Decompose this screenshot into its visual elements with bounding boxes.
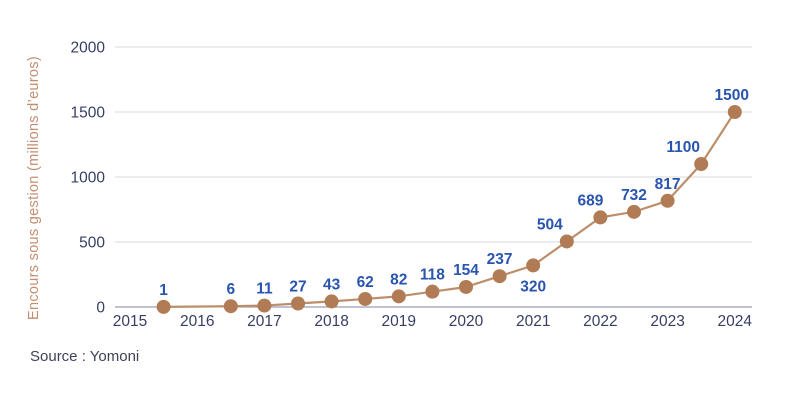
data-point-marker bbox=[526, 258, 541, 273]
data-point-label: 82 bbox=[390, 271, 407, 288]
y-tick-label: 2000 bbox=[71, 40, 106, 57]
data-point-label: 43 bbox=[323, 276, 341, 293]
data-point-marker bbox=[223, 299, 238, 314]
data-point-marker bbox=[559, 234, 574, 249]
y-tick-label: 500 bbox=[79, 235, 105, 252]
source-caption: Source : Yomoni bbox=[30, 348, 140, 365]
y-axis-title: Encours sous gestion (millions d’euros) bbox=[26, 56, 42, 320]
data-point-marker bbox=[627, 204, 641, 219]
x-tick-label: 2021 bbox=[516, 313, 550, 330]
data-point-label: 62 bbox=[357, 274, 374, 291]
y-tick-label: 1500 bbox=[71, 105, 106, 122]
y-tick-label: 0 bbox=[96, 300, 105, 317]
data-point-label: 1100 bbox=[666, 139, 700, 156]
data-point-marker bbox=[324, 294, 339, 309]
data-point-label: 504 bbox=[537, 216, 563, 233]
data-point-marker bbox=[593, 210, 608, 225]
x-tick-label: 2022 bbox=[583, 313, 617, 330]
data-point-label: 6 bbox=[226, 281, 235, 298]
x-tick-label: 2016 bbox=[180, 313, 214, 330]
data-point-marker bbox=[459, 279, 473, 294]
data-point-label: 237 bbox=[487, 251, 513, 268]
x-tick-label: 2017 bbox=[247, 313, 281, 330]
data-point-marker bbox=[291, 296, 305, 311]
data-point-label: 154 bbox=[453, 262, 479, 279]
data-point-label: 689 bbox=[577, 192, 603, 209]
data-point-marker bbox=[425, 284, 440, 299]
data-point-label: 118 bbox=[420, 267, 445, 284]
data-point-marker bbox=[257, 298, 272, 313]
x-tick-label: 2020 bbox=[449, 313, 484, 330]
data-point-marker bbox=[727, 105, 742, 119]
x-tick-label: 2018 bbox=[314, 313, 348, 330]
data-point-label: 1500 bbox=[715, 87, 749, 104]
data-point-label: 320 bbox=[520, 278, 546, 295]
series-line bbox=[162, 110, 736, 308]
data-point-label: 817 bbox=[655, 176, 681, 193]
x-tick-label: 2015 bbox=[113, 313, 147, 330]
data-point-label: 732 bbox=[621, 187, 647, 204]
data-point-marker bbox=[694, 157, 709, 171]
x-tick-label: 2019 bbox=[382, 313, 416, 330]
x-tick-label: 2023 bbox=[650, 313, 684, 330]
x-tick-label: 2024 bbox=[718, 313, 753, 330]
data-point-marker bbox=[358, 291, 373, 306]
y-tick-label: 1000 bbox=[71, 170, 106, 187]
data-point-marker bbox=[660, 193, 675, 208]
data-point-marker bbox=[156, 299, 171, 314]
data-point-marker bbox=[391, 289, 406, 304]
data-point-label: 11 bbox=[256, 281, 273, 298]
data-point-label: 27 bbox=[289, 278, 306, 295]
data-point-label: 1 bbox=[159, 282, 168, 299]
data-point-marker bbox=[492, 269, 507, 284]
